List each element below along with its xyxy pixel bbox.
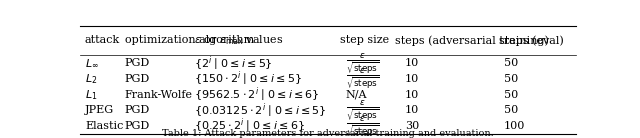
- Text: $L_2$: $L_2$: [85, 72, 97, 86]
- Text: $\frac{\varepsilon}{\sqrt{\mathrm{steps}}}$: $\frac{\varepsilon}{\sqrt{\mathrm{steps}…: [346, 98, 380, 123]
- Text: Frank-Wolfe: Frank-Wolfe: [125, 90, 193, 100]
- Text: $\{2^i \mid 0 \leq i \leq 5\}$: $\{2^i \mid 0 \leq i \leq 5\}$: [194, 54, 273, 72]
- Text: Table 1: Attack parameters for adversarial training and evaluation.: Table 1: Attack parameters for adversari…: [162, 129, 494, 138]
- Text: PGD: PGD: [125, 58, 150, 68]
- Text: step size: step size: [340, 35, 390, 45]
- Text: $\{0.03125 \cdot 2^i \mid 0 \leq i \leq 5\}$: $\{0.03125 \cdot 2^i \mid 0 \leq i \leq …: [194, 101, 326, 120]
- Text: $L_1$: $L_1$: [85, 88, 97, 102]
- Text: JPEG: JPEG: [85, 105, 114, 115]
- Text: steps (adversarial training): steps (adversarial training): [395, 35, 549, 46]
- Text: $\frac{\varepsilon}{\sqrt{\mathrm{steps}}}$: $\frac{\varepsilon}{\sqrt{\mathrm{steps}…: [346, 67, 380, 91]
- Text: PGD: PGD: [125, 105, 150, 115]
- Text: 100: 100: [504, 121, 525, 131]
- Text: 10: 10: [405, 90, 419, 100]
- Text: 10: 10: [405, 74, 419, 84]
- Text: $\varepsilon$ or $\varepsilon_{\max}$ values: $\varepsilon$ or $\varepsilon_{\max}$ va…: [194, 34, 284, 47]
- Text: attack: attack: [85, 35, 120, 45]
- Text: Elastic: Elastic: [85, 121, 124, 131]
- Text: 50: 50: [504, 105, 518, 115]
- Text: PGD: PGD: [125, 121, 150, 131]
- Text: optimization algorithm: optimization algorithm: [125, 35, 254, 45]
- Text: $\{150 \cdot 2^i \mid 0 \leq i \leq 5\}$: $\{150 \cdot 2^i \mid 0 \leq i \leq 5\}$: [194, 70, 302, 88]
- Text: 30: 30: [405, 121, 419, 131]
- Text: 10: 10: [405, 58, 419, 68]
- Text: 50: 50: [504, 74, 518, 84]
- Text: $\{0.25 \cdot 2^i \mid 0 \leq i \leq 6\}$: $\{0.25 \cdot 2^i \mid 0 \leq i \leq 6\}…: [194, 117, 305, 135]
- Text: $\{9562.5 \cdot 2^i \mid 0 \leq i \leq 6\}$: $\{9562.5 \cdot 2^i \mid 0 \leq i \leq 6…: [194, 85, 320, 104]
- Text: 10: 10: [405, 105, 419, 115]
- Text: 50: 50: [504, 90, 518, 100]
- Text: $L_\infty$: $L_\infty$: [85, 57, 99, 69]
- Text: 50: 50: [504, 58, 518, 68]
- Text: N/A: N/A: [346, 90, 367, 100]
- Text: steps (eval): steps (eval): [499, 35, 564, 46]
- Text: $\frac{\varepsilon}{\sqrt{\mathrm{steps}}}$: $\frac{\varepsilon}{\sqrt{\mathrm{steps}…: [346, 114, 380, 138]
- Text: PGD: PGD: [125, 74, 150, 84]
- Text: $\frac{\varepsilon}{\sqrt{\mathrm{steps}}}$: $\frac{\varepsilon}{\sqrt{\mathrm{steps}…: [346, 51, 380, 76]
